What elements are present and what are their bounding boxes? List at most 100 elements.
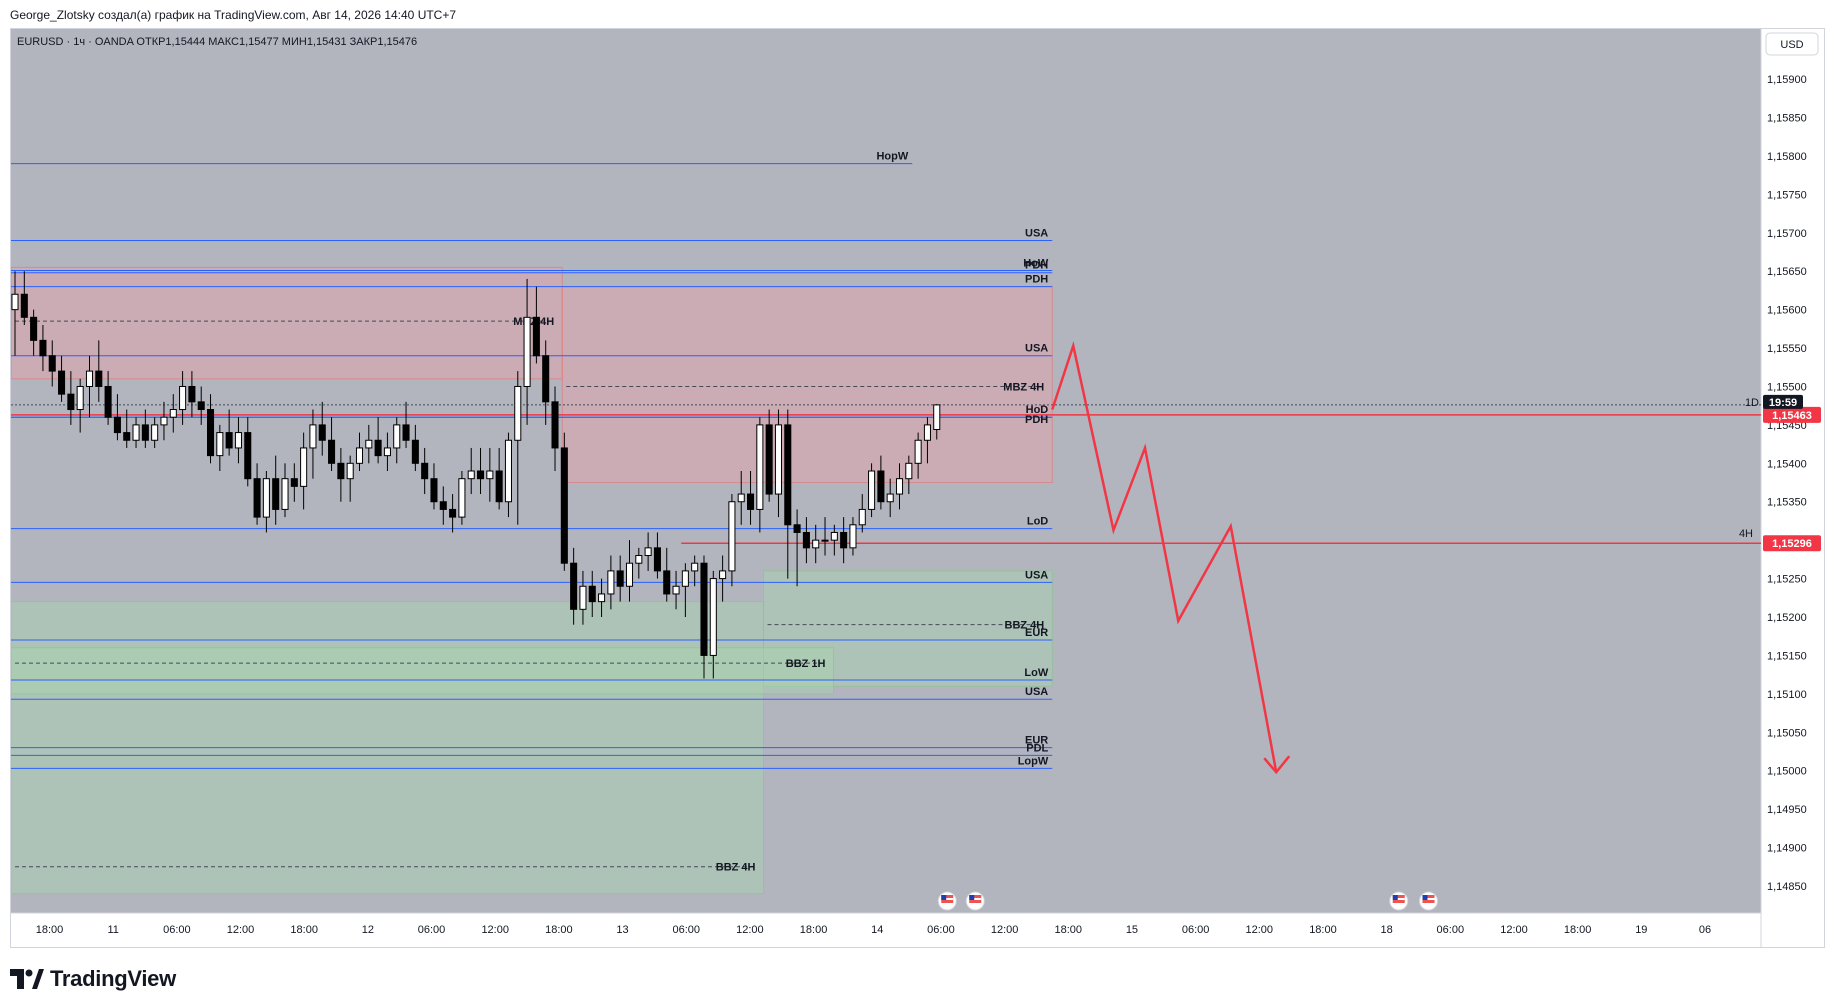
candle-down [700, 562, 708, 656]
candle-down [95, 370, 103, 387]
projection-path [1051, 341, 1278, 773]
x-tick-label: 18:00 [1309, 924, 1337, 936]
candle-up [905, 462, 913, 480]
candle-down [206, 409, 215, 457]
countdown-label: 19:59 [1769, 397, 1797, 409]
x-tick-label: 18:00 [290, 924, 318, 936]
level-label: PDL [1026, 742, 1048, 754]
tradingview-logo[interactable]: TradingView [10, 965, 176, 993]
candle-up [681, 570, 689, 587]
y-tick-label: 1,15150 [1767, 650, 1807, 662]
candle-down [616, 570, 624, 587]
candle-down [663, 570, 671, 595]
candle-down [840, 531, 848, 549]
level-label: LopW [1018, 755, 1049, 767]
event-flag-us-icon [965, 891, 985, 911]
candle-up [467, 470, 475, 480]
candle-down [123, 432, 131, 441]
candle-down [30, 316, 38, 341]
y-tick-label: 1,15550 [1767, 343, 1807, 355]
candle-up [644, 547, 652, 557]
x-tick-label: 18:00 [545, 924, 573, 936]
candle-up [625, 562, 634, 587]
candle-up [672, 585, 680, 595]
level-label: LoW [1024, 667, 1048, 679]
event-flag-eu-icon [1389, 891, 1409, 911]
candle-up [216, 432, 224, 457]
supply-zone [561, 286, 1053, 484]
candle-down [337, 462, 345, 480]
level-label: HoW [1023, 257, 1049, 269]
x-tick-label: 06:00 [1437, 924, 1465, 936]
level-label: HoD [1026, 404, 1049, 416]
level-label: LoD [1027, 516, 1048, 528]
candle-up [579, 585, 587, 610]
candle-down [58, 370, 66, 395]
candle-down [374, 439, 382, 457]
x-tick-label: 19 [1635, 924, 1647, 936]
y-tick-label: 1,15700 [1767, 228, 1807, 240]
y-tick-label: 1,15350 [1767, 497, 1807, 509]
level-label: USA [1025, 227, 1048, 239]
level-label: EUR [1025, 735, 1048, 747]
y-tick-label: 1,14950 [1767, 804, 1807, 816]
y-tick-label: 1,15850 [1767, 113, 1807, 125]
candle-up [383, 447, 391, 457]
candle-down [449, 508, 457, 518]
candle-up [85, 370, 94, 387]
candle-down [225, 432, 233, 449]
candle-up [514, 385, 522, 441]
level-label: PDH [1025, 260, 1048, 272]
y-tick-label: 1,15000 [1767, 766, 1807, 778]
tradingview-logo-icon [10, 969, 44, 989]
candle-up [76, 385, 84, 411]
candle-up [812, 539, 820, 549]
x-tick-label: 18:00 [1055, 924, 1083, 936]
candle-up [635, 555, 643, 564]
candle-up [923, 424, 931, 441]
candle-down [551, 401, 559, 449]
x-tick-label: 06:00 [1182, 924, 1210, 936]
x-tick-label: 18:00 [800, 924, 828, 936]
level-label: USA [1025, 569, 1048, 581]
candle-up [868, 470, 876, 510]
candle-down [477, 470, 485, 480]
y-tick-label: 1,15100 [1767, 689, 1807, 701]
y-tick-label: 1,15900 [1767, 74, 1807, 86]
y-tick-label: 1,15400 [1767, 458, 1807, 470]
candle-down [272, 478, 280, 510]
zone-label: BBZ 4H [716, 862, 756, 874]
candle-up [365, 439, 373, 449]
x-tick-label: 18:00 [1564, 924, 1592, 936]
candle-up [300, 447, 308, 487]
candle-up [886, 493, 894, 503]
candle-down [793, 524, 801, 533]
currency-button-label: USD [1780, 39, 1803, 51]
candle-down [67, 393, 75, 411]
candle-up [281, 478, 289, 510]
x-tick-label: 12:00 [1500, 924, 1528, 936]
x-tick-label: 12:00 [481, 924, 509, 936]
y-tick-label: 1,14850 [1767, 881, 1807, 893]
y-tick-label: 1,15500 [1767, 381, 1807, 393]
zone-label: BBZ 4H [1005, 620, 1045, 632]
price-axis-background [1761, 29, 1824, 947]
candle-down [411, 439, 419, 464]
level-label: HopW [876, 151, 908, 163]
price-tag-1 [1763, 406, 1821, 423]
y-tick-label: 1,15600 [1767, 305, 1807, 317]
candle-down [104, 385, 112, 418]
x-tick-label: 12:00 [227, 924, 255, 936]
symbol-legend: EURUSD · 1ч · OANDA ОТКР1,15444 МАКС1,15… [17, 36, 417, 48]
candle-up [691, 562, 699, 572]
candle-up [914, 439, 922, 464]
y-tick-label: 1,15750 [1767, 189, 1807, 201]
candle-up [598, 593, 606, 603]
projection-arrow-head [1263, 755, 1291, 775]
candle-down [542, 355, 550, 403]
candle-up [821, 539, 829, 542]
x-tick-label: 06:00 [418, 924, 446, 936]
candle-down [495, 470, 503, 503]
